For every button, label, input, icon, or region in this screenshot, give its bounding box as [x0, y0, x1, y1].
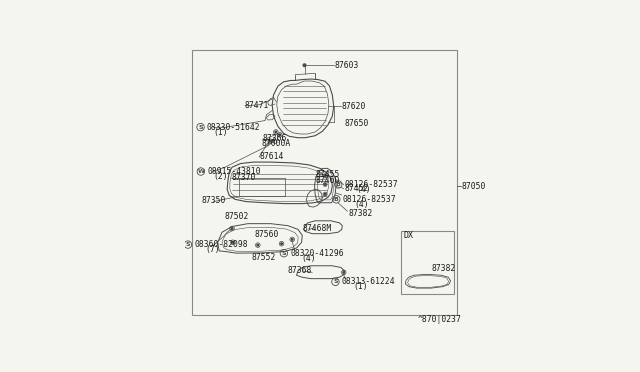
Text: (2): (2) — [213, 172, 228, 181]
Text: ^870|0237: ^870|0237 — [417, 315, 461, 324]
Text: 08126-82537: 08126-82537 — [342, 195, 396, 204]
Text: 87350: 87350 — [202, 196, 227, 205]
Text: 87620: 87620 — [342, 102, 366, 111]
Text: 87366: 87366 — [262, 134, 287, 143]
Text: 87452: 87452 — [344, 184, 369, 193]
Text: 08915-43810: 08915-43810 — [207, 167, 260, 176]
Text: S: S — [333, 279, 338, 284]
Text: (4): (4) — [301, 254, 316, 263]
Circle shape — [303, 64, 306, 67]
Text: 87050: 87050 — [461, 182, 486, 191]
Text: 87468M: 87468M — [302, 224, 332, 233]
Text: 87455: 87455 — [315, 170, 339, 179]
Text: (1): (1) — [213, 128, 228, 137]
Circle shape — [275, 131, 276, 133]
Text: 87382: 87382 — [348, 209, 372, 218]
Text: W: W — [197, 169, 204, 174]
Text: 87502: 87502 — [225, 212, 249, 221]
Text: 87460: 87460 — [315, 176, 339, 185]
Text: (1): (1) — [353, 282, 368, 292]
Text: 87000A: 87000A — [262, 139, 291, 148]
Text: 87560: 87560 — [255, 230, 279, 239]
Text: 87603: 87603 — [334, 61, 358, 70]
Text: 08313-61224: 08313-61224 — [342, 277, 396, 286]
Circle shape — [324, 175, 326, 177]
Circle shape — [257, 244, 259, 246]
Text: S: S — [198, 125, 203, 129]
Circle shape — [324, 193, 326, 195]
Circle shape — [269, 140, 271, 142]
Text: (4): (4) — [356, 185, 371, 194]
Text: B: B — [334, 197, 339, 202]
Text: S: S — [186, 242, 190, 247]
Circle shape — [231, 228, 233, 230]
Text: 87368: 87368 — [288, 266, 312, 275]
Text: 87382: 87382 — [432, 264, 456, 273]
Circle shape — [232, 241, 234, 243]
Text: 87471: 87471 — [245, 101, 269, 110]
Text: 87614: 87614 — [260, 153, 284, 161]
Text: DX: DX — [403, 231, 413, 240]
Text: 08360-82098: 08360-82098 — [194, 240, 248, 249]
Text: (7): (7) — [205, 245, 220, 254]
Text: 08330-51642: 08330-51642 — [207, 123, 260, 132]
Bar — [401, 231, 454, 294]
Text: 87370: 87370 — [231, 173, 255, 182]
Text: 87552: 87552 — [252, 253, 276, 262]
Text: (4): (4) — [354, 200, 369, 209]
Circle shape — [343, 272, 344, 273]
Text: B: B — [336, 182, 340, 187]
Text: 87650: 87650 — [344, 119, 369, 128]
Circle shape — [324, 183, 326, 185]
Text: 08320-41296: 08320-41296 — [290, 248, 344, 258]
Circle shape — [291, 238, 293, 240]
Circle shape — [281, 243, 282, 244]
Circle shape — [279, 134, 281, 136]
Text: 08126-82537: 08126-82537 — [344, 180, 398, 189]
Text: S: S — [282, 251, 286, 256]
